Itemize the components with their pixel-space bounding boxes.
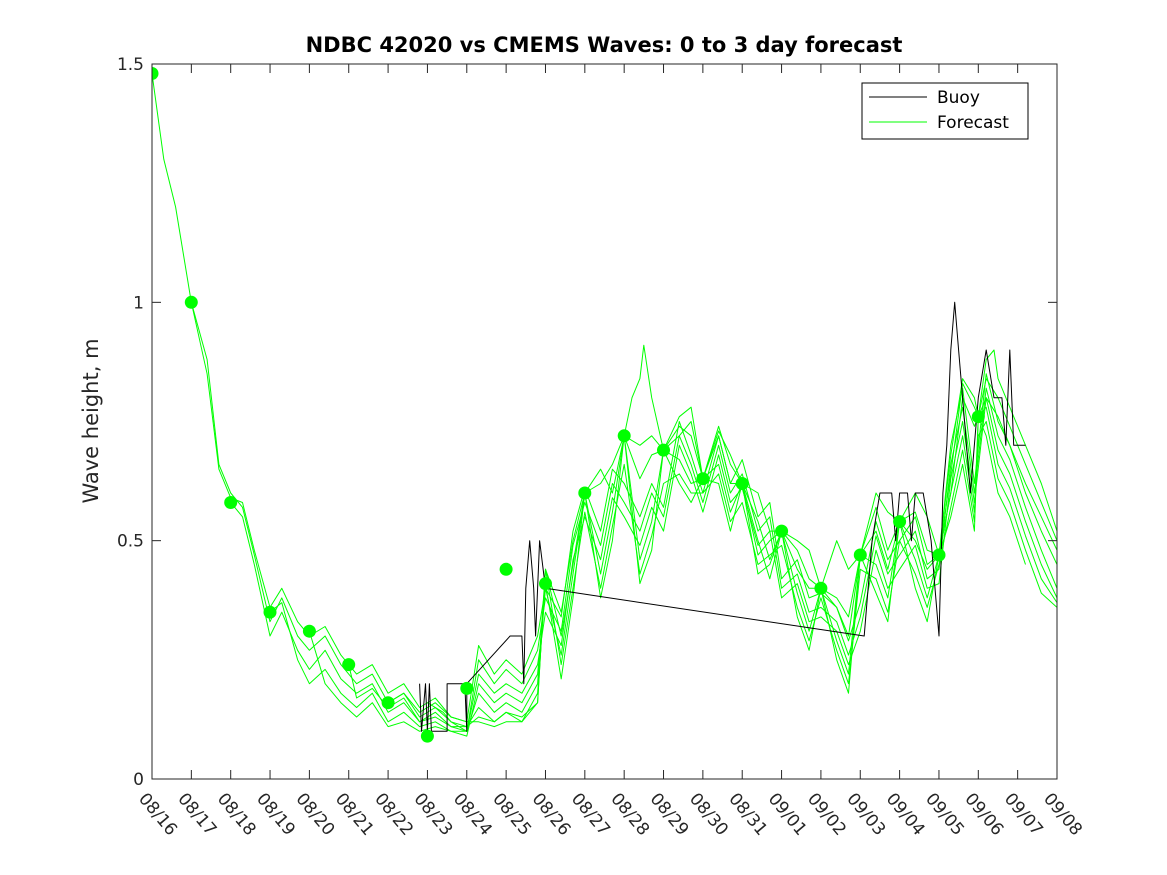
legend-label-buoy: Buoy	[937, 88, 980, 108]
forecast-series-line-2	[190, 302, 1057, 732]
forecast-marker-15	[735, 477, 749, 490]
forecast-marker-9	[499, 562, 513, 576]
plot-series-group	[152, 67, 1057, 743]
forecast-marker-7	[420, 729, 434, 743]
forecast-marker-18	[853, 548, 867, 562]
forecast-marker-10	[539, 577, 552, 591]
forecast-series-line-3	[230, 397, 1057, 732]
buoy-series-line-0	[419, 301, 1026, 732]
forecast-series-line-8	[427, 378, 1057, 728]
y-tick-label-2: 1	[133, 293, 144, 313]
y-tick-label-1: 0.5	[117, 532, 144, 552]
plot-frame	[151, 63, 1058, 780]
forecast-marker-3	[263, 605, 277, 619]
forecast-marker-2	[224, 496, 238, 509]
legend-label-forecast: Forecast	[937, 113, 1009, 133]
legend-box	[861, 82, 1029, 140]
chart-title: NDBC 42020 vs CMEMS Waves: 0 to 3 day fo…	[306, 33, 903, 57]
forecast-marker-14	[696, 472, 710, 486]
forecast-marker-20	[932, 548, 946, 562]
forecast-marker-13	[657, 443, 670, 457]
forecast-series-line-5	[308, 421, 1057, 732]
y-tick-label-3: 1.5	[117, 55, 144, 75]
y-axis-label: Wave height, m	[79, 338, 103, 503]
forecast-marker-5	[342, 658, 356, 672]
forecast-marker-19	[893, 515, 907, 529]
plot-area	[152, 67, 1057, 743]
legend: Buoy Forecast	[861, 82, 1029, 140]
forecast-marker-16	[775, 524, 789, 538]
forecast-marker-11	[578, 486, 592, 500]
forecast-marker-1	[184, 295, 198, 309]
forecast-marker-4	[302, 624, 316, 638]
forecast-marker-8	[460, 681, 474, 695]
y-tick-label-0: 0	[133, 770, 144, 790]
forecast-marker-0	[152, 67, 159, 80]
forecast-series-line-9	[623, 344, 1057, 589]
forecast-marker-17	[814, 581, 828, 595]
forecast-marker-6	[381, 696, 395, 710]
forecast-marker-21	[971, 410, 985, 424]
forecast-marker-12	[617, 429, 631, 443]
